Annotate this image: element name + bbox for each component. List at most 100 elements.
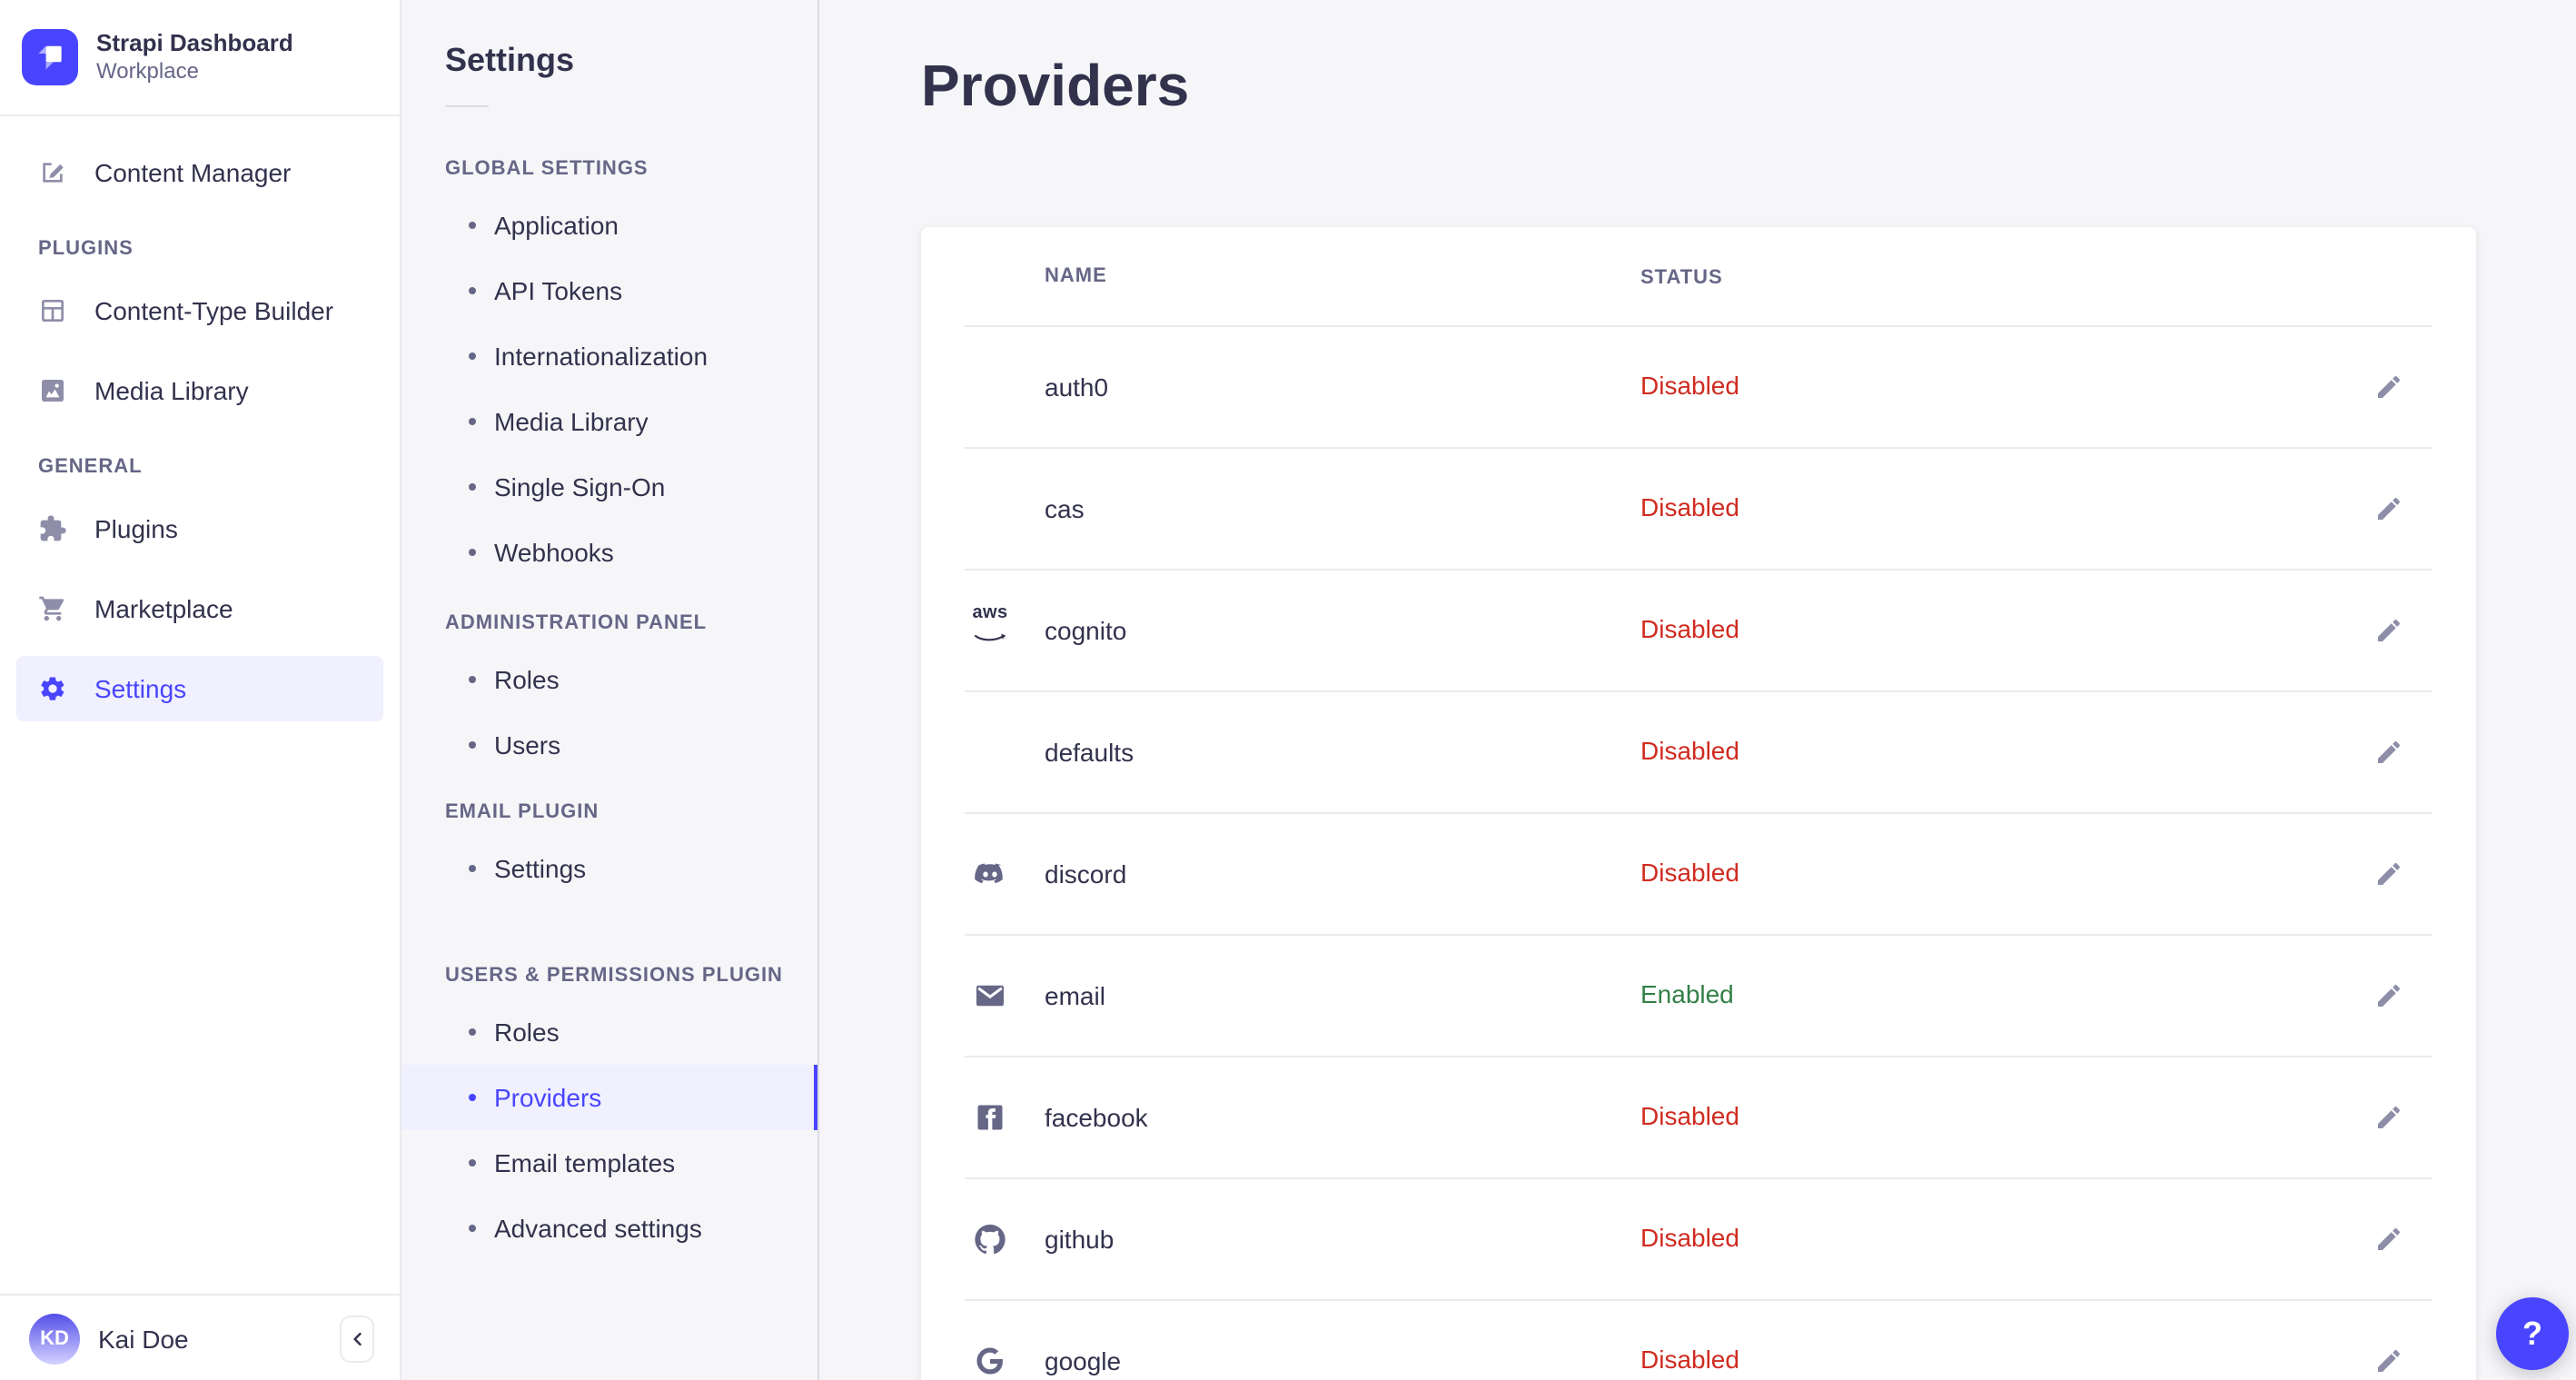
subnav-item-label: Users [494,730,561,759]
subnav-item-label: Advanced settings [494,1214,702,1243]
subnav-item-providers[interactable]: Providers [401,1065,817,1130]
subnav-item-label: Roles [494,665,560,694]
subnav-item-label: Providers [494,1083,602,1112]
status-text: Enabled [1640,979,1734,1008]
subnav-section: EMAIL PLUGIN Settings [401,798,817,901]
provider-row-google: google Disabled [921,1301,2476,1380]
subnav-item-email-templates[interactable]: Email templates [401,1130,817,1196]
brand-subtitle: Workplace [96,58,199,84]
subnav-section-title: ADMINISTRATION PANEL [445,612,708,634]
bullet-icon [469,352,476,360]
subnav-sections: GLOBAL SETTINGS Application API Tokens Inte… [401,154,817,1261]
edit-cas-button[interactable] [2360,480,2418,538]
edit-defaults-button[interactable] [2360,723,2418,781]
table-body: auth0 Disabled cas Disabled aws cognito Disabl… [921,327,2476,1380]
subnav-item-advanced-settings[interactable]: Advanced settings [401,1196,817,1261]
subnav-item-settings[interactable]: Settings [401,836,817,901]
edit-github-button[interactable] [2360,1210,2418,1268]
edit-google-button[interactable] [2360,1332,2418,1380]
subnav-item-media-library[interactable]: Media Library [401,389,817,454]
main-content: Providers NAME STATUS auth0 Disabled cas Di… [819,0,2576,1380]
status-text: Disabled [1640,371,1739,400]
provider-name: auth0 [1045,372,1109,402]
provider-name: facebook [1045,1103,1148,1132]
subnav-item-roles[interactable]: Roles [401,647,817,712]
sidebar-nav: Content Manager PLUGINS Content-Type Build… [0,116,400,721]
strapi-logo-icon [22,29,78,85]
subnav-item-label: Single Sign-On [494,472,666,501]
edit-auth0-button[interactable] [2360,358,2418,416]
subnav-section: ADMINISTRATION PANEL Roles Users [401,609,817,778]
sidebar-item-marketplace[interactable]: Marketplace [16,576,383,641]
sidebar: Strapi Dashboard Workplace Content Manag… [0,0,401,1380]
subnav-item-label: Roles [494,1018,560,1047]
subnav-section: USERS & PERMISSIONS PLUGIN Roles Providers… [401,961,817,1261]
user-menu[interactable]: KD Kai Doe [29,1313,189,1364]
provider-name: google [1045,1346,1122,1375]
bullet-icon [469,1028,476,1036]
edit-facebook-button[interactable] [2360,1088,2418,1147]
sidebar-item-content-type-builder[interactable]: Content-Type Builder [16,278,383,343]
provider-name: email [1045,981,1105,1010]
collapse-sidebar-button[interactable] [340,1315,374,1362]
bullet-icon [469,483,476,491]
google-icon [965,1345,1016,1377]
subnav-item-roles[interactable]: Roles [401,999,817,1065]
divider [445,105,489,107]
provider-name: github [1045,1225,1115,1254]
bullet-icon [469,1225,476,1232]
subnav-section-title: EMAIL PLUGIN [445,801,599,823]
sidebar-item-media-library[interactable]: Media Library [16,358,383,423]
edit-discord-button[interactable] [2360,845,2418,903]
active-indicator [814,1065,817,1130]
settings-subnav: Settings GLOBAL SETTINGS Application API T… [401,0,819,1380]
provider-name: defaults [1045,738,1134,767]
facebook-icon [965,1101,1016,1134]
providers-table: NAME STATUS auth0 Disabled cas Disabled aws c… [921,227,2476,1380]
sidebar-item-plugins[interactable]: Plugins [16,496,383,561]
provider-name: discord [1045,859,1127,889]
sidebar-footer: KD Kai Doe [0,1294,400,1380]
subnav-item-webhooks[interactable]: Webhooks [401,520,817,585]
divider [965,1056,2432,1057]
subnav-item-label: Media Library [494,407,649,436]
divider [965,325,2432,327]
subnav-item-single-sign-on[interactable]: Single Sign-On [401,454,817,520]
avatar: KD [29,1313,80,1364]
provider-row-github: github Disabled [921,1179,2476,1299]
pen-icon [38,158,67,187]
subnav-item-internationalization[interactable]: Internationalization [401,323,817,389]
github-icon [965,1223,1016,1256]
subnav-item-api-tokens[interactable]: API Tokens [401,258,817,323]
bullet-icon [469,418,476,425]
edit-cognito-button[interactable] [2360,601,2418,660]
column-header-name: NAME [1045,265,1107,287]
subnav-item-label: Webhooks [494,538,614,567]
edit-email-button[interactable] [2360,967,2418,1025]
status-text: Disabled [1640,614,1739,643]
page-title: Providers [921,53,1190,118]
status-text: Disabled [1640,1223,1739,1252]
bullet-icon [469,865,476,872]
provider-row-cas: cas Disabled [921,449,2476,569]
puzzle-icon [38,514,67,543]
provider-row-auth0: auth0 Disabled [921,327,2476,447]
pencil-icon [2374,859,2403,889]
subnav-section-title: USERS & PERMISSIONS PLUGIN [445,965,783,987]
sidebar-item-label: Marketplace [94,594,233,623]
divider [965,1299,2432,1301]
bullet-icon [469,676,476,683]
subnav-item-application[interactable]: Application [401,193,817,258]
divider [965,569,2432,571]
pencil-icon [2374,1225,2403,1254]
divider [965,812,2432,814]
subnav-section: GLOBAL SETTINGS Application API Tokens Inte… [401,154,817,585]
provider-row-cognito: aws cognito Disabled [921,571,2476,690]
sidebar-item-settings[interactable]: Settings [16,656,383,721]
help-button[interactable]: ? [2496,1297,2569,1370]
sidebar-item-content-manager[interactable]: Content Manager [16,140,383,205]
workplace-menu[interactable]: Strapi Dashboard Workplace [0,0,400,116]
bullet-icon [469,549,476,556]
subnav-item-users[interactable]: Users [401,712,817,778]
